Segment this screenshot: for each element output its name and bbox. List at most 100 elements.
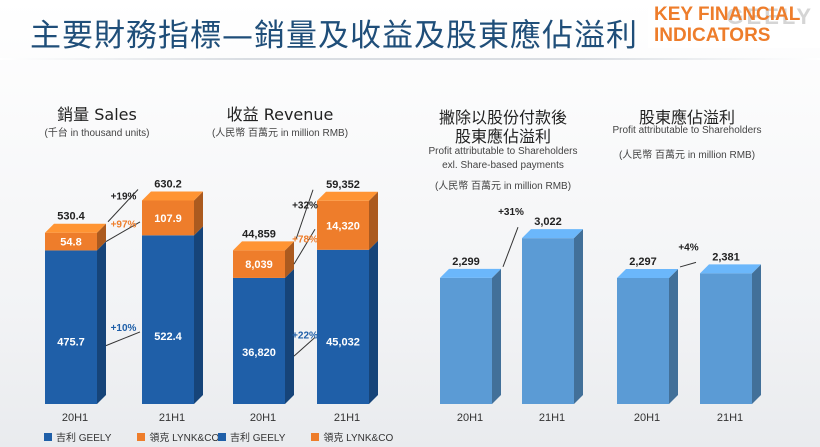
geely-watermark-logo: GEELY xyxy=(726,4,814,29)
revenue-bar-lynk-20H1-front xyxy=(233,250,285,278)
legend-item-lynk: 領克 LYNK&CO xyxy=(137,429,219,444)
adj-profit-panel-subtitle-line2: exl. Share-based payments xyxy=(442,160,564,171)
adj-profit-growth-line xyxy=(502,226,519,268)
sales-lynk-growth-label: +97% xyxy=(111,220,137,231)
sales-bar-geely-20H1 xyxy=(45,241,106,404)
revenue-geely-growth-label: +22% xyxy=(292,331,318,342)
legend-label-geely: 吉利 GEELY xyxy=(56,433,112,444)
sales-category-21H1: 21H1 xyxy=(159,412,185,424)
badge-line-2: INDICATORS xyxy=(654,25,771,46)
sales-bar-geely-20H1-side xyxy=(97,241,106,404)
revenue-bar-lynk-20H1-top xyxy=(233,241,294,251)
revenue-bar-geely-20H1 xyxy=(233,268,294,404)
profit-growth-label: +4% xyxy=(678,242,698,253)
profit-panel-title: 股東應佔溢利 xyxy=(638,108,735,127)
sales-panel-subtitle: (千台 in thousand units) xyxy=(44,128,150,139)
profit-bar-21H1-top xyxy=(700,264,761,274)
revenue-lynk-value-21H1: 14,320 xyxy=(326,220,360,232)
badge-line-1: KEY FINANCIAL xyxy=(654,4,801,25)
revenue-bar-lynk-21H1-side xyxy=(369,191,378,250)
profit-category-21H1: 21H1 xyxy=(717,412,743,424)
sales-bar-geely-21H1 xyxy=(142,226,203,404)
adj-profit-bar-20H1-top xyxy=(440,268,501,278)
sales-category-20H1: 20H1 xyxy=(62,412,88,424)
revenue-bar-lynk-21H1-top xyxy=(317,191,378,201)
revenue-panel-title: 收益 Revenue xyxy=(226,105,334,124)
revenue-legend: 吉利 GEELY 領克 LYNK&CO xyxy=(218,429,419,444)
sales-lynk-value-21H1: 107.9 xyxy=(154,213,182,225)
legend-swatch-lynk xyxy=(137,432,146,441)
sales-bar-lynk-20H1-front xyxy=(45,232,97,251)
legend-item-lynk: 領克 LYNK&CO xyxy=(311,429,393,444)
sales-panel-title: 銷量 Sales xyxy=(57,105,137,124)
adj-profit-value-21H1: 3,022 xyxy=(534,216,562,228)
sales-bar-lynk-21H1-front xyxy=(142,200,194,236)
profit-value-21H1: 2,381 xyxy=(712,251,740,263)
adj-profit-value-20H1: 2,299 xyxy=(452,256,480,268)
revenue-bar-geely-21H1-side xyxy=(369,240,378,404)
revenue-bar-geely-20H1-front xyxy=(233,277,285,404)
sales-bar-lynk-21H1 xyxy=(142,191,203,236)
sales-geely-value-21H1: 522.4 xyxy=(154,331,182,343)
legend-item-geely: 吉利 GEELY xyxy=(218,429,285,444)
revenue-total-growth-line xyxy=(295,189,314,240)
profit-growth-line xyxy=(679,261,697,268)
profit-bar-20H1-side xyxy=(669,268,678,404)
revenue-bar-geely-21H1 xyxy=(317,240,378,404)
sales-lynk-value-20H1: 54.8 xyxy=(60,237,81,249)
revenue-lynk-growth-line xyxy=(293,229,316,265)
revenue-total-growth-label: +32% xyxy=(292,201,318,212)
sales-bar-lynk-20H1 xyxy=(45,223,106,251)
revenue-bar-lynk-20H1 xyxy=(233,241,294,278)
title-divider xyxy=(0,58,820,60)
page-title: 主要財務指標—銷量及收益及股東應佔溢利 xyxy=(30,18,638,54)
adj-profit-category-20H1: 20H1 xyxy=(457,412,483,424)
legend-item-geely: 吉利 GEELY xyxy=(44,429,111,444)
profit-bar-21H1 xyxy=(700,264,761,404)
revenue-category-20H1: 20H1 xyxy=(250,412,276,424)
legend-swatch-geely xyxy=(44,432,52,441)
revenue-geely-growth-line xyxy=(293,337,316,357)
revenue-lynk-value-20H1: 8,039 xyxy=(245,259,273,271)
revenue-bar-lynk-20H1-side xyxy=(285,241,294,278)
adj-profit-panel-title-line1: 撇除以股份付款後 xyxy=(438,108,567,127)
sales-bar-lynk-20H1-side xyxy=(97,223,106,251)
profit-bar-20H1-top xyxy=(617,268,678,278)
adj-profit-bar-21H1 xyxy=(522,229,583,404)
adj-profit-panel-title-line2: 股東應佔溢利 xyxy=(454,127,551,146)
revenue-panel-subtitle: (人民幣 百萬元 in million RMB) xyxy=(211,128,349,139)
revenue-category-21H1: 21H1 xyxy=(334,412,360,424)
profit-panel-subtitle-line2: (人民幣 百萬元 in million RMB) xyxy=(618,150,756,161)
legend-swatch-lynk xyxy=(311,432,320,441)
sales-total-growth-label: +19% xyxy=(111,192,137,203)
adj-profit-panel-subtitle-line1: Profit attributable to Shareholders xyxy=(428,146,578,157)
adj-profit-bar-21H1-top xyxy=(522,229,583,239)
adj-profit-panel-subtitle-line3: (人民幣 百萬元 in million RMB) xyxy=(434,181,572,192)
sales-legend: 吉利 GEELY 領克 LYNK&CO xyxy=(44,429,245,444)
sales-bar-geely-21H1-front xyxy=(142,235,194,404)
revenue-total-21H1: 59,352 xyxy=(326,179,360,191)
adj-profit-category-21H1: 21H1 xyxy=(539,412,565,424)
adj-profit-growth-label: +31% xyxy=(498,207,524,218)
sales-bar-lynk-21H1-top xyxy=(142,191,203,201)
revenue-bar-lynk-21H1-front xyxy=(317,200,369,250)
revenue-bar-lynk-21H1 xyxy=(317,191,378,250)
sales-total-20H1: 530.4 xyxy=(57,211,85,223)
legend-label-lynk: 領克 LYNK&CO xyxy=(149,433,220,444)
sales-lynk-growth-line xyxy=(105,221,141,243)
profit-panel-subtitle-line1: Profit attributable to Shareholders xyxy=(612,125,762,136)
adj-profit-bar-21H1-front xyxy=(522,238,574,404)
profit-bar-20H1 xyxy=(617,268,678,404)
sales-bar-geely-21H1-side xyxy=(194,226,203,404)
profit-value-20H1: 2,297 xyxy=(629,256,657,268)
revenue-bar-geely-20H1-side xyxy=(285,268,294,404)
sales-bar-lynk-21H1-side xyxy=(194,191,203,236)
profit-bar-21H1-front xyxy=(700,273,752,404)
legend-label-geely: 吉利 GEELY xyxy=(230,433,286,444)
sales-geely-value-20H1: 475.7 xyxy=(57,337,85,349)
sales-bar-geely-20H1-front xyxy=(45,250,97,404)
revenue-total-20H1: 44,859 xyxy=(242,228,276,240)
revenue-geely-value-21H1: 45,032 xyxy=(326,336,360,348)
